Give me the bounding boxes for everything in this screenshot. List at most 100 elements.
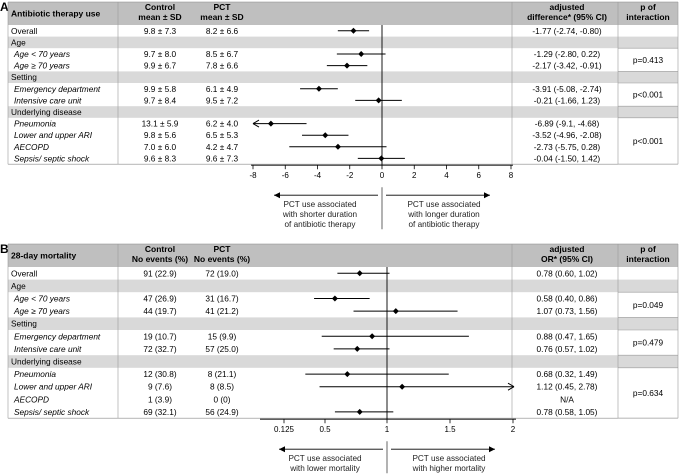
control-value: 72 (32.7) — [143, 344, 176, 354]
column-header-pct: PCT — [214, 2, 232, 12]
column-header-pct: PCT — [214, 244, 232, 254]
pct-value: 9.5 ± 7.2 — [206, 95, 239, 105]
section-label-setting: Setting — [11, 319, 37, 329]
interaction-p-value: p<0.001 — [633, 90, 664, 100]
pct-value: 72 (19.0) — [205, 268, 238, 278]
row-label-age-70-years: Age ≥ 70 years — [13, 306, 70, 316]
row-label-lower-and-upper-ari: Lower and upper ARI — [14, 382, 93, 392]
panel-letter: B — [0, 242, 9, 256]
pct-value: 8.2 ± 6.6 — [206, 26, 239, 36]
point-estimate-marker — [354, 345, 361, 352]
ci-overflow-arrow — [252, 119, 260, 128]
panel-title: Antibiotic therapy use — [11, 9, 101, 19]
direction-arrowhead-right — [484, 192, 490, 199]
point-estimate-marker — [344, 62, 351, 69]
interaction-p-value: p=0.413 — [633, 55, 664, 65]
point-estimate-marker — [369, 333, 376, 340]
section-band — [8, 279, 678, 293]
control-value: 12 (30.8) — [143, 369, 176, 379]
row-label-emergency-department: Emergency department — [14, 331, 101, 341]
x-tick-label: 4 — [444, 171, 449, 180]
point-estimate-marker — [356, 408, 363, 415]
control-value: 9.9 ± 5.8 — [144, 84, 177, 94]
effect-ci-value: 1.12 (0.45, 2.78) — [537, 382, 598, 392]
column-header-effect: difference* (95% CI) — [527, 12, 607, 22]
column-header-interaction: p of — [640, 244, 656, 254]
pct-value: 7.8 ± 6.6 — [206, 61, 239, 71]
direction-arrowhead-left — [279, 446, 285, 453]
effect-ci-value: -3.52 (-4.96, -2.08) — [532, 130, 601, 140]
point-estimate-marker — [322, 132, 329, 139]
effect-ci-value: 1.07 (0.73, 1.56) — [537, 306, 598, 316]
section-label-age: Age — [11, 37, 26, 47]
column-header-interaction: interaction — [626, 254, 669, 264]
point-estimate-marker — [334, 143, 341, 150]
interaction-p-value: p=0.634 — [633, 388, 664, 398]
panel-title: 28-day mortality — [11, 251, 76, 261]
pct-value: 8.5 ± 6.7 — [206, 49, 239, 59]
pct-value: 8 (8.5) — [210, 382, 234, 392]
row-label-lower-and-upper-ari: Lower and upper ARI — [14, 130, 93, 140]
annotation-right: with higher mortality — [412, 464, 487, 473]
effect-ci-value: -2.73 (-5.75, 0.28) — [534, 142, 601, 152]
effect-ci-value: -6.89 (-9.1, -4.68) — [535, 119, 600, 129]
row-label-pneumonia: Pneumonia — [14, 369, 56, 379]
column-header-effect: adjusted — [550, 244, 585, 254]
header-band — [8, 244, 678, 267]
column-header-control: Control — [145, 244, 175, 254]
section-label-age: Age — [11, 281, 26, 291]
section-label-underlying-disease: Underlying disease — [11, 107, 82, 117]
row-label-age-70-years: Age < 70 years — [13, 294, 70, 304]
control-value: 9.8 ± 7.3 — [144, 26, 177, 36]
row-label-pneumonia: Pneumonia — [14, 119, 56, 129]
column-header-interaction: interaction — [626, 12, 669, 22]
control-value: 13.1 ± 5.9 — [142, 119, 179, 129]
x-tick-label: 6 — [477, 171, 482, 180]
row-label-age-70-years: Age < 70 years — [13, 49, 70, 59]
point-estimate-marker — [267, 120, 274, 127]
annotation-left: with lower mortality — [289, 464, 361, 473]
pct-value: 56 (24.9) — [205, 407, 238, 417]
direction-arrowhead-left — [274, 192, 280, 199]
pct-value: 31 (16.7) — [205, 294, 238, 304]
effect-ci-value: -3.91 (-5.08, -2.74) — [532, 84, 601, 94]
pct-value: 8 (21.1) — [208, 369, 237, 379]
column-header-effect: OR* (95% CI) — [541, 254, 593, 264]
panel-letter: A — [0, 0, 9, 14]
pct-value: 6.5 ± 5.3 — [206, 130, 239, 140]
header-band — [8, 2, 678, 25]
row-label-aecopd: AECOPD — [13, 142, 49, 152]
effect-ci-value: 0.88 (0.47, 1.65) — [537, 331, 598, 341]
x-tick-label: 1 — [385, 425, 390, 434]
annotation-right: of antibiotic therapy — [408, 220, 480, 229]
effect-ci-value: -0.04 (-1.50, 1.42) — [534, 153, 601, 163]
row-label-intensive-care-unit: Intensive care unit — [14, 95, 82, 105]
x-tick-label: -8 — [249, 171, 257, 180]
point-estimate-marker — [356, 270, 363, 277]
section-band — [8, 36, 678, 49]
pct-value: 6.2 ± 4.0 — [206, 119, 239, 129]
column-header-effect: adjusted — [550, 2, 585, 12]
control-value: 9 (7.6) — [148, 382, 172, 392]
section-band — [8, 317, 678, 330]
control-value: 19 (10.7) — [143, 331, 176, 341]
annotation-left: PCT use associated — [283, 200, 357, 209]
effect-ci-value: -1.77 (-2.74, -0.80) — [532, 26, 601, 36]
x-tick-label: 0 — [380, 171, 385, 180]
x-tick-label: 8 — [509, 171, 514, 180]
x-tick-label: 1.5 — [444, 425, 456, 434]
x-tick-label: -6 — [282, 171, 290, 180]
effect-ci-value: -1.29 (-2.80, 0.22) — [534, 49, 601, 59]
annotation-right: PCT use associated — [412, 454, 486, 463]
x-tick-label: -4 — [314, 171, 322, 180]
x-tick-label: 2 — [412, 171, 417, 180]
row-label-overall: Overall — [11, 26, 37, 36]
point-estimate-marker — [378, 155, 385, 162]
control-value: 91 (22.9) — [143, 268, 176, 278]
row-label-sepsis-septic-shock: Sepsis/ septic shock — [14, 407, 90, 417]
effect-ci-value: 0.58 (0.40, 0.86) — [537, 294, 598, 304]
point-estimate-marker — [358, 51, 365, 57]
pct-value: 15 (9.9) — [208, 331, 237, 341]
x-tick-label: 0.5 — [319, 425, 331, 434]
